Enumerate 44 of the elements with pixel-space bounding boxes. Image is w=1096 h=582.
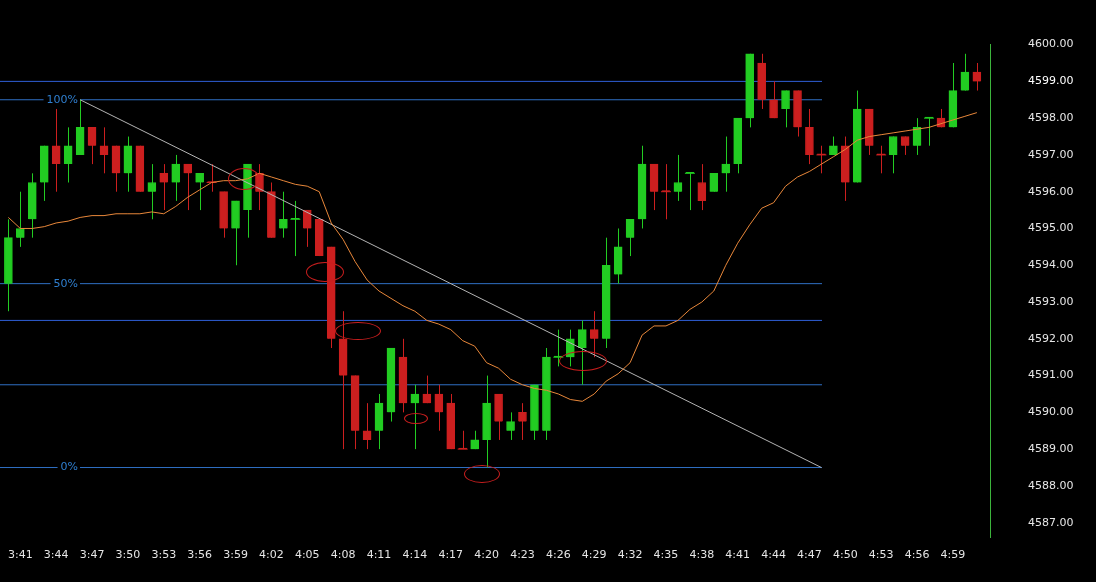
y-tick-label: 4595.00 <box>1028 221 1074 235</box>
x-tick-label: 4:14 <box>402 547 428 561</box>
y-tick-label: 4596.00 <box>1028 184 1074 198</box>
x-tick-label: 4:08 <box>330 547 356 561</box>
x-tick-label: 4:53 <box>868 547 894 561</box>
x-tick-label: 4:17 <box>438 547 464 561</box>
y-tick-label: 4600.00 <box>1028 37 1074 51</box>
x-tick-label: 4:47 <box>797 547 822 561</box>
x-tick-label: 3:41 <box>7 547 33 561</box>
x-tick-label: 4:50 <box>832 547 858 561</box>
x-tick-label: 3:44 <box>43 547 69 561</box>
annotation: 50% <box>53 276 78 290</box>
x-tick-label: 4:38 <box>689 547 715 561</box>
x-tick-label: 3:56 <box>187 547 212 561</box>
y-tick-label: 4590.00 <box>1028 405 1074 419</box>
x-tick-label: 4:05 <box>294 547 320 561</box>
y-tick-label: 4598.00 <box>1028 111 1074 125</box>
y-tick-label: 4594.00 <box>1028 258 1074 272</box>
y-tick-label: 4592.00 <box>1028 331 1074 345</box>
x-tick-label: 4:23 <box>510 547 535 561</box>
annotation: 0% <box>60 460 78 474</box>
x-tick-label: 4:32 <box>617 547 643 561</box>
y-tick-label: 4599.00 <box>1028 74 1074 88</box>
y-tick-label: 4589.00 <box>1028 442 1074 455</box>
x-tick-label: 3:53 <box>151 547 177 561</box>
x-tick-label: 4:59 <box>940 547 966 561</box>
x-tick-label: 3:59 <box>223 547 248 561</box>
y-tick-label: 4591.00 <box>1028 368 1074 382</box>
y-tick-label: 4597.00 <box>1028 147 1074 161</box>
x-tick-label: 4:29 <box>581 547 607 561</box>
y-tick-label: 4588.00 <box>1028 478 1074 492</box>
y-tick-label: 4587.00 <box>1028 515 1074 529</box>
annotation: 100% <box>46 92 78 106</box>
y-tick-label: 4593.00 <box>1028 294 1074 308</box>
x-tick-label: 3:47 <box>79 547 105 561</box>
x-tick-label: 4:11 <box>366 547 392 561</box>
x-tick-label: 4:02 <box>259 547 284 561</box>
x-tick-label: 4:20 <box>474 547 499 561</box>
x-tick-label: 3:50 <box>115 547 141 561</box>
x-tick-label: 4:56 <box>904 547 930 561</box>
x-tick-label: 4:26 <box>545 547 571 561</box>
x-tick-label: 4:35 <box>653 547 679 561</box>
x-tick-label: 4:44 <box>761 547 786 561</box>
x-tick-label: 4:41 <box>725 547 751 561</box>
